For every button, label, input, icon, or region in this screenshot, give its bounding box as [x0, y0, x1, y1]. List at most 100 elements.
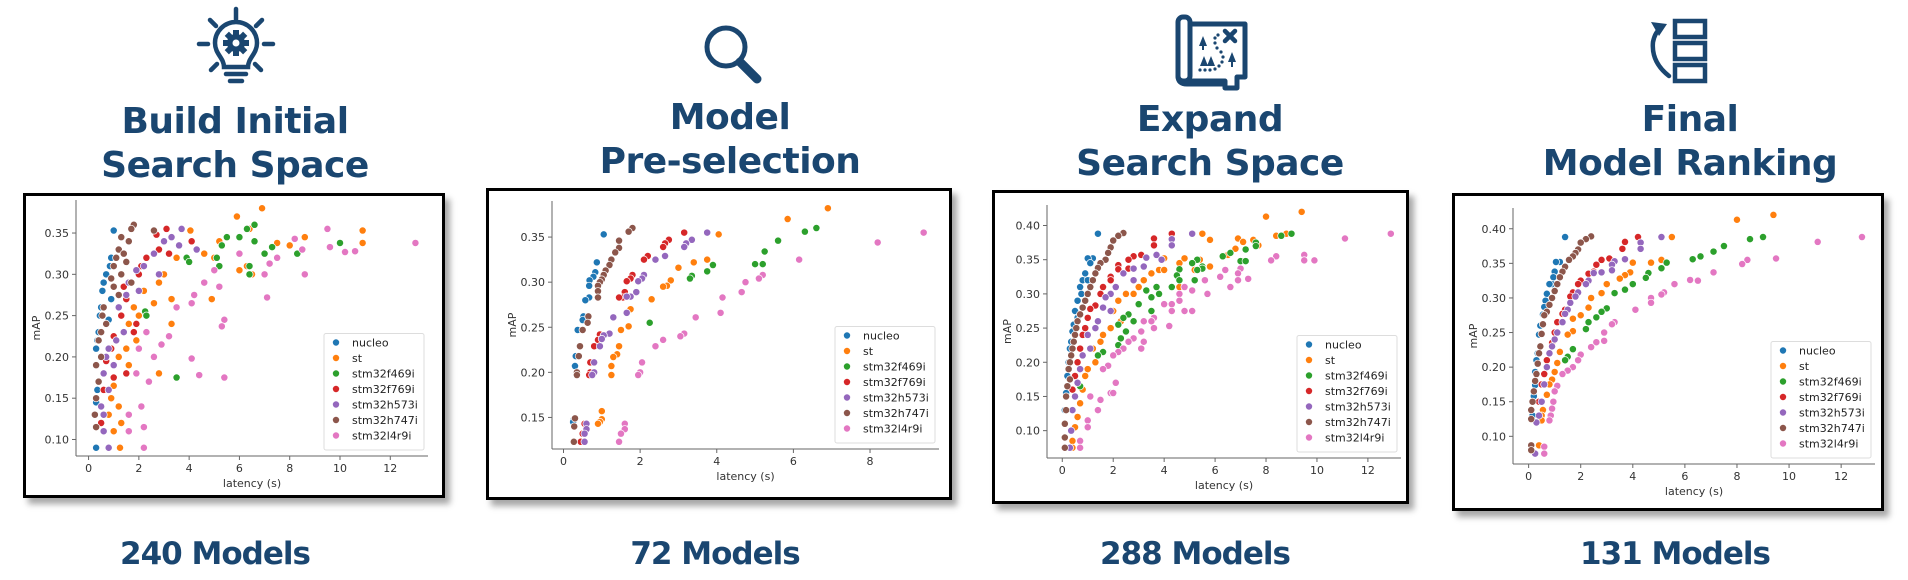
x-tick-label: 0: [560, 455, 567, 468]
stage-title: Model Pre-selection: [560, 96, 900, 184]
y-tick-label: 0.20: [1016, 356, 1041, 369]
x-axis-label: latency (s): [716, 470, 774, 483]
x-tick-label: 8: [867, 455, 874, 468]
y-axis-label: mAP: [506, 312, 519, 337]
y-tick-label: 0.20: [45, 351, 70, 364]
y-tick-label: 0.30: [1482, 292, 1507, 305]
legend-item: stm32h747i: [863, 407, 929, 420]
x-tick-label: 2: [637, 455, 644, 468]
legend-item: stm32f469i: [863, 361, 926, 374]
title-line-1: Final: [1641, 99, 1739, 140]
y-tick-label: 0.40: [1482, 223, 1507, 236]
x-tick-label: 8: [1263, 464, 1270, 477]
title-line-2: Search Space: [1076, 143, 1344, 184]
y-tick-label: 0.15: [1016, 390, 1041, 403]
legend-item: stm32l4r9i: [863, 423, 922, 436]
scatter-chart: 0 2 4 6 8 10 12 0.10 0.15 0.20 0.25 0.30 0.35 0.40 lat…: [1001, 205, 1401, 492]
y-tick-label: 0.40: [1016, 220, 1041, 233]
legend-item: stm32f769i: [863, 376, 926, 389]
legend-item: nucleo: [1325, 339, 1362, 352]
x-tick-label: 4: [713, 455, 720, 468]
y-tick-label: 0.35: [1016, 254, 1041, 267]
x-tick-label: 12: [1361, 464, 1375, 477]
legend-item: stm32l4r9i: [352, 430, 411, 443]
ranking-list-icon: [1650, 18, 1708, 84]
x-tick-label: 8: [1733, 470, 1740, 483]
y-tick-label: 0.20: [1482, 361, 1507, 374]
legend-item: st: [863, 345, 874, 358]
x-tick-label: 12: [383, 462, 397, 475]
legend: [834, 326, 936, 444]
title-line-1: Model: [669, 97, 791, 138]
x-tick-label: 12: [1834, 470, 1848, 483]
x-tick-label: 6: [1212, 464, 1219, 477]
scatter-panel-1: 0 2 4 6 8 10 12 0.10 0.15 0.20 0.25 0.30 0.35 latency…: [23, 193, 445, 498]
legend-item: stm32f769i: [352, 383, 415, 396]
legend-item: stm32h747i: [1325, 416, 1391, 429]
x-tick-label: 6: [236, 462, 243, 475]
x-axis-label: latency (s): [1665, 485, 1723, 498]
legend-item: nucleo: [352, 337, 389, 350]
legend-item: stm32h747i: [1799, 422, 1865, 435]
legend-item: stm32f469i: [1325, 370, 1388, 383]
y-tick-label: 0.20: [521, 366, 546, 379]
y-tick-label: 0.25: [521, 321, 546, 334]
y-tick-label: 0.10: [1482, 430, 1507, 443]
y-tick-label: 0.35: [45, 227, 70, 240]
x-tick-label: 4: [1629, 470, 1636, 483]
x-tick-label: 6: [1681, 470, 1688, 483]
y-tick-label: 0.10: [45, 433, 70, 446]
legend: [323, 333, 425, 451]
treasure-map-icon: [1175, 14, 1248, 91]
x-tick-label: 2: [1577, 470, 1584, 483]
model-count: 72 Models: [630, 536, 800, 572]
x-tick-label: 0: [1525, 470, 1532, 483]
y-tick-label: 0.15: [45, 392, 70, 405]
x-tick-label: 2: [1110, 464, 1117, 477]
x-axis-label: latency (s): [1195, 479, 1253, 492]
y-tick-label: 0.15: [1482, 396, 1507, 409]
x-tick-label: 2: [135, 462, 142, 475]
x-tick-label: 4: [1161, 464, 1168, 477]
legend-item: st: [1325, 354, 1336, 367]
y-tick-label: 0.30: [521, 276, 546, 289]
scatter-panel-2: 0 2 4 6 8 0.15 0.20 0.25 0.30 0.35 latency (s) mAP n…: [486, 188, 952, 500]
scatter-panel-3: 0 2 4 6 8 10 12 0.10 0.15 0.20 0.25 0.30 0.35 0.40 lat…: [992, 190, 1409, 504]
x-tick-label: 0: [85, 462, 92, 475]
scatter-panel-4: 0 2 4 6 8 10 12 0.10 0.15 0.20 0.25 0.30 0.35 0.40 lat…: [1452, 193, 1884, 511]
legend-item: stm32h573i: [352, 399, 418, 412]
y-tick-label: 0.10: [1016, 425, 1041, 438]
legend-item: stm32h747i: [352, 414, 418, 427]
y-tick-label: 0.30: [45, 268, 70, 281]
scatter-chart: 0 2 4 6 8 10 12 0.10 0.15 0.20 0.25 0.30 0.35 latency…: [30, 200, 428, 490]
legend-item: stm32f769i: [1325, 385, 1388, 398]
x-axis-label: latency (s): [223, 477, 281, 490]
title-line-2: Pre-selection: [599, 141, 861, 182]
title-line-2: Model Ranking: [1542, 143, 1838, 184]
model-count: 288 Models: [1100, 536, 1291, 572]
legend-item: stm32f469i: [1799, 376, 1862, 389]
x-tick-label: 10: [333, 462, 347, 475]
legend-item: st: [1799, 360, 1810, 373]
x-tick-label: 4: [186, 462, 193, 475]
title-line-2: Search Space: [101, 145, 369, 186]
legend-item: stm32f469i: [352, 368, 415, 381]
y-axis-label: mAP: [1001, 319, 1014, 344]
magnifier-icon: [704, 25, 762, 84]
legend-item: nucleo: [1799, 345, 1836, 358]
model-count: 240 Models: [120, 536, 311, 572]
y-tick-label: 0.15: [521, 411, 546, 424]
x-tick-label: 10: [1310, 464, 1324, 477]
title-line-1: Expand: [1136, 99, 1284, 140]
legend-item: stm32h573i: [1799, 407, 1865, 420]
y-tick-label: 0.35: [1482, 257, 1507, 270]
legend-item: stm32h573i: [1325, 401, 1391, 414]
stage-title: Expand Search Space: [1040, 98, 1380, 186]
legend-item: stm32f769i: [1799, 391, 1862, 404]
y-axis-label: mAP: [1467, 323, 1480, 348]
x-tick-label: 0: [1059, 464, 1066, 477]
legend: [1296, 335, 1398, 453]
legend-item: stm32l4r9i: [1325, 432, 1384, 445]
legend-item: stm32h573i: [863, 392, 929, 405]
y-tick-label: 0.25: [45, 310, 70, 323]
